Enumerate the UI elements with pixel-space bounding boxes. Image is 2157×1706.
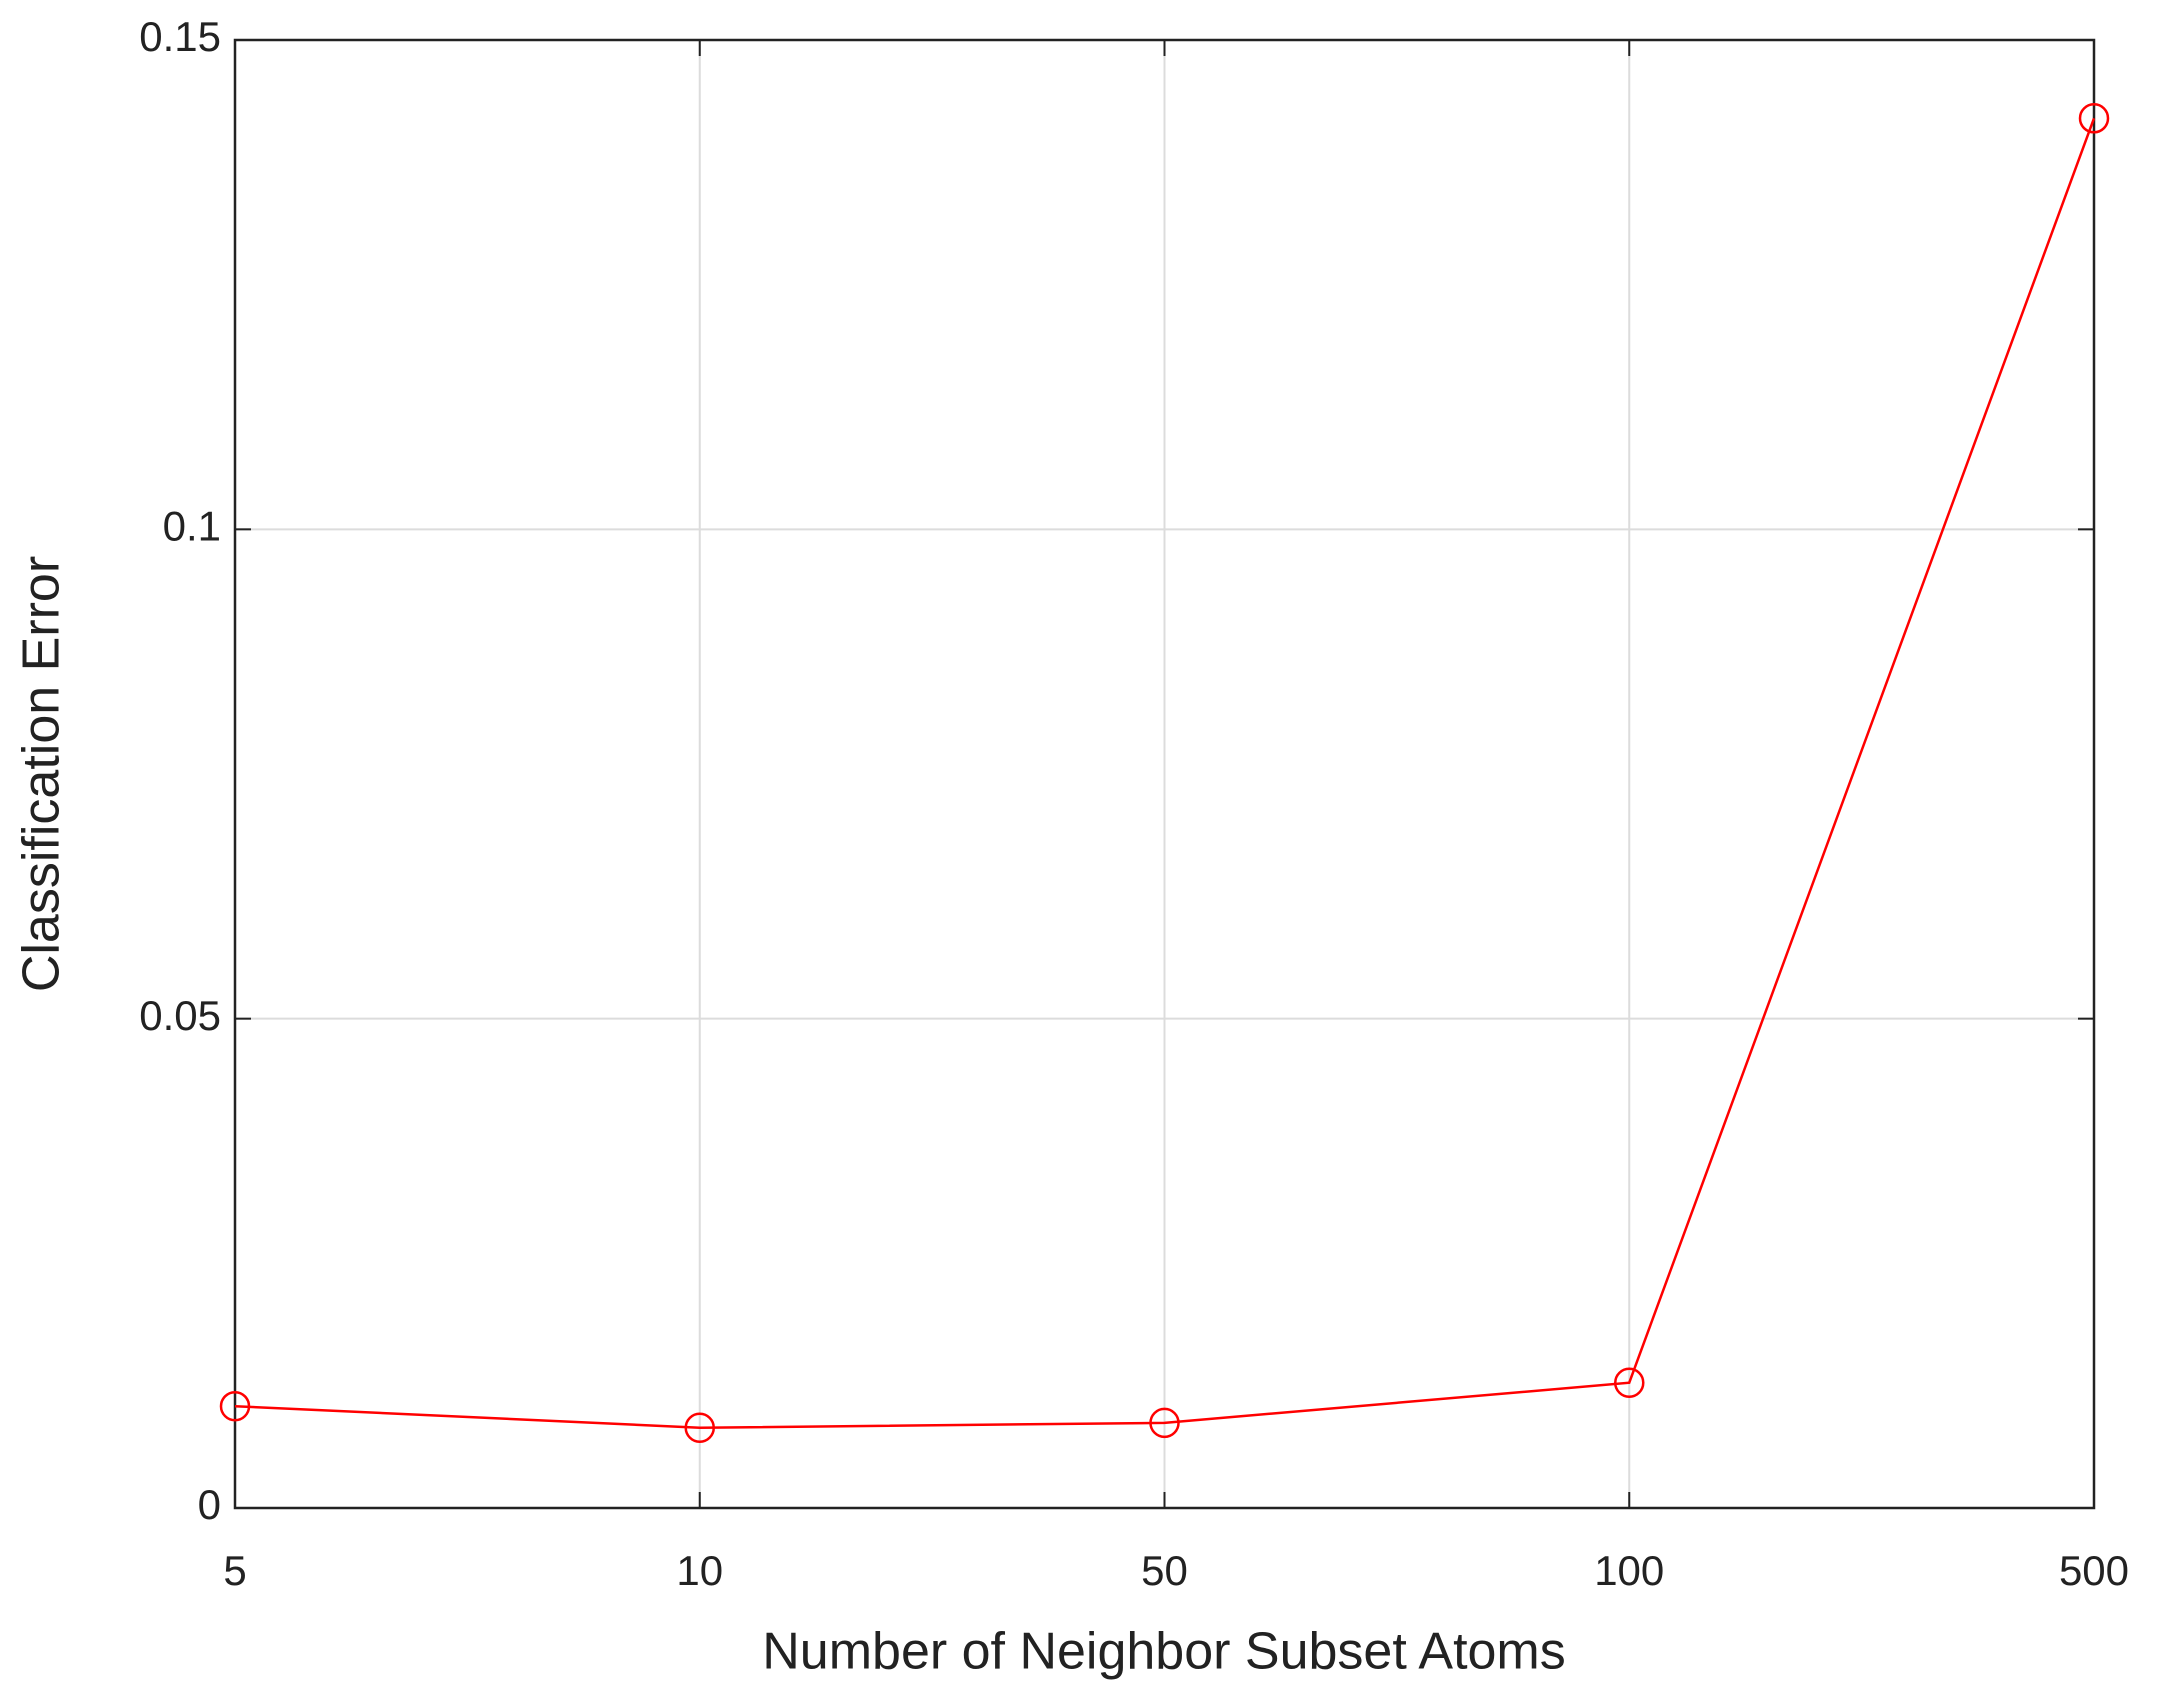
x-tick-label: 100 <box>1594 1547 1664 1594</box>
data-point <box>219 1390 251 1422</box>
data-point <box>1149 1407 1180 1439</box>
x-axis-label: Number of Neighbor Subset Atoms <box>762 1623 1566 1681</box>
x-tick-label: 50 <box>1141 1547 1188 1594</box>
y-tick-label: 0.05 <box>139 992 221 1039</box>
x-tick-label: 5 <box>223 1547 246 1594</box>
y-tick-label: 0.15 <box>139 13 221 60</box>
data-line <box>234 117 2096 1430</box>
data-point <box>2078 103 2110 134</box>
data-point <box>684 1412 715 1443</box>
x-tick-label: 500 <box>2059 1547 2129 1594</box>
data-point <box>1614 1367 1645 1398</box>
plot-frame <box>233 38 2096 1510</box>
x-tick-label: 10 <box>676 1547 723 1594</box>
y-tick-label: 0 <box>198 1481 221 1528</box>
y-tick-label: 0.1 <box>163 502 221 549</box>
y-axis-label: Classification Error <box>13 556 71 992</box>
